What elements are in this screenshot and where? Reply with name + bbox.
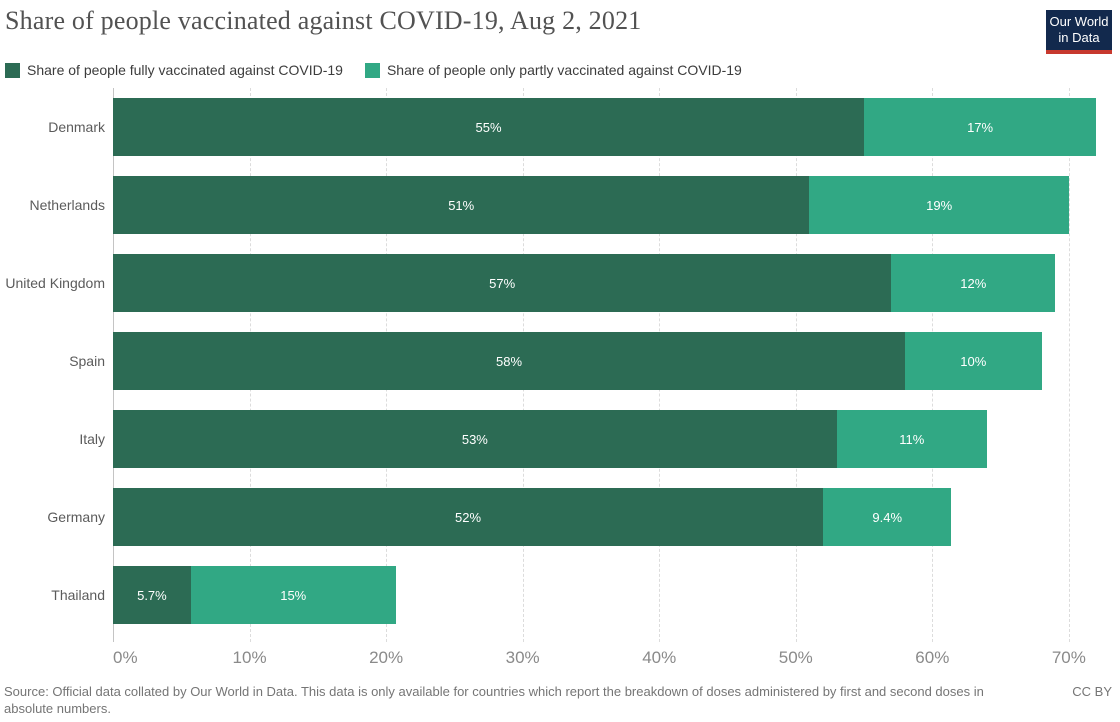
bar-segment-partly[interactable]: 11% [836,410,987,468]
bar-segment-fully[interactable]: 52% [113,488,824,546]
chart-title: Share of people vaccinated against COVID… [5,6,642,35]
bar-value-label: 5.7% [137,587,167,603]
owid-logo-line2: in Data [1058,30,1100,45]
bar-value-label: 17% [967,119,994,135]
gridline [1068,88,1070,642]
bar-segment-partly[interactable]: 10% [905,332,1042,390]
bar-value-label: 55% [475,119,502,135]
owid-logo[interactable]: Our World in Data [1046,10,1112,54]
bar-value-label: 11% [899,431,925,447]
x-axis-tick-label: 60% [915,648,950,667]
bar-segment-partly[interactable]: 15% [190,566,396,624]
legend-item-label: Share of people only partly vaccinated a… [386,62,742,78]
legend-swatch-icon [5,62,20,78]
category-label: Germany [47,509,105,525]
x-axis-tick-label: 20% [369,648,404,667]
legend-item-1[interactable]: Share of people only partly vaccinated a… [364,62,742,78]
x-axis-tick-label: 0% [113,648,138,667]
source-note: Source: Official data collated by Our Wo… [4,684,984,717]
bar-segment-partly[interactable]: 12% [891,254,1056,312]
category-label: Spain [69,353,105,369]
plot-area: Denmark 55% 17% Netherlands 51% 19% United Kin… [5,88,1103,642]
bar-segment-fully[interactable]: 55% [113,98,865,156]
category-label: United Kingdom [5,275,105,291]
bar-segment-fully[interactable]: 58% [113,332,905,390]
category-label: Italy [79,431,105,447]
bar-row-italy: Italy 53% 11% [79,400,1103,478]
bar-value-label: 12% [960,275,987,291]
bar-value-label: 53% [461,431,488,447]
x-axis-tick-label: 70% [1051,648,1086,667]
bar-segment-fully[interactable]: 51% [113,176,810,234]
bar-segment-fully[interactable]: 57% [113,254,892,312]
category-label: Netherlands [29,197,106,213]
bar-value-label: 19% [926,197,953,213]
category-label: Denmark [48,119,105,135]
legend: Share of people fully vaccinated against… [5,62,742,78]
legend-swatch-icon [364,62,380,78]
license-label[interactable]: CC BY [1072,684,1112,700]
bar-segment-partly[interactable]: 9.4% [823,488,952,546]
legend-item-0[interactable]: Share of people fully vaccinated against… [5,62,343,78]
x-axis: 0% 10% 20% 30% 40% 50% 60% 70% [113,644,1103,670]
bar-row-thailand: Thailand 5.7% 15% [51,556,1103,634]
bar-row-spain: Spain 58% 10% [69,322,1103,400]
bar-value-label: 58% [495,353,523,369]
bar-row-germany: Germany 52% 9.4% [47,478,1103,556]
bar-value-label: 10% [960,353,987,369]
bar-row-netherlands: Netherlands 51% 19% [30,166,1103,244]
footer: Source: Official data collated by Our Wo… [4,684,1112,718]
category-label: Thailand [51,587,105,603]
bar-segment-fully[interactable]: 5.7% [113,566,191,624]
bar-value-label: 15% [280,587,307,603]
bar-segment-partly[interactable]: 17% [864,98,1097,156]
bar-value-label: 57% [489,275,516,291]
bar-row-denmark: Denmark 55% 17% [48,88,1103,166]
bar-row-united-kingdom: United Kingdom 57% 12% [5,244,1103,322]
x-axis-tick-label: 30% [505,648,540,667]
x-axis-tick-label: 10% [232,648,267,667]
bar-segment-fully[interactable]: 53% [113,410,837,468]
x-axis-tick-label: 50% [778,648,813,667]
bar-value-label: 9.4% [872,509,903,525]
bar-segment-partly[interactable]: 19% [809,176,1069,234]
bar-value-label: 51% [448,197,475,213]
bar-value-label: 52% [455,509,482,525]
legend-item-label: Share of people fully vaccinated against… [27,62,343,78]
x-axis-tick-label: 40% [642,648,677,667]
owid-logo-line1: Our World [1049,14,1109,29]
